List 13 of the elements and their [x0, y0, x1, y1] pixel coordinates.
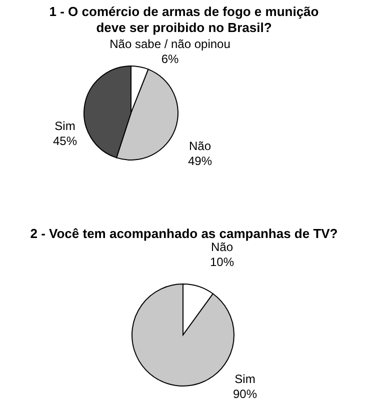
slice-label: Sim — [54, 119, 76, 133]
pie-slice — [132, 284, 234, 386]
slice-label: Não — [210, 240, 234, 254]
data-label: 49% — [188, 154, 212, 168]
slice-label: Sim — [234, 372, 256, 386]
chart-title: 2 - Você tem acompanhado as campanhas de TV? — [30, 226, 338, 241]
data-label: 10% — [210, 255, 234, 269]
slice-label: Não — [188, 139, 212, 153]
chart-title: 1 - O comércio de armas de fogo e munição deve ser proibido no Brasil? — [49, 4, 319, 35]
slice-label: Não sabe / não opinou — [110, 37, 230, 51]
data-label: 6% — [161, 52, 179, 66]
data-label: 90% — [232, 387, 258, 401]
data-label: 45% — [52, 134, 78, 148]
